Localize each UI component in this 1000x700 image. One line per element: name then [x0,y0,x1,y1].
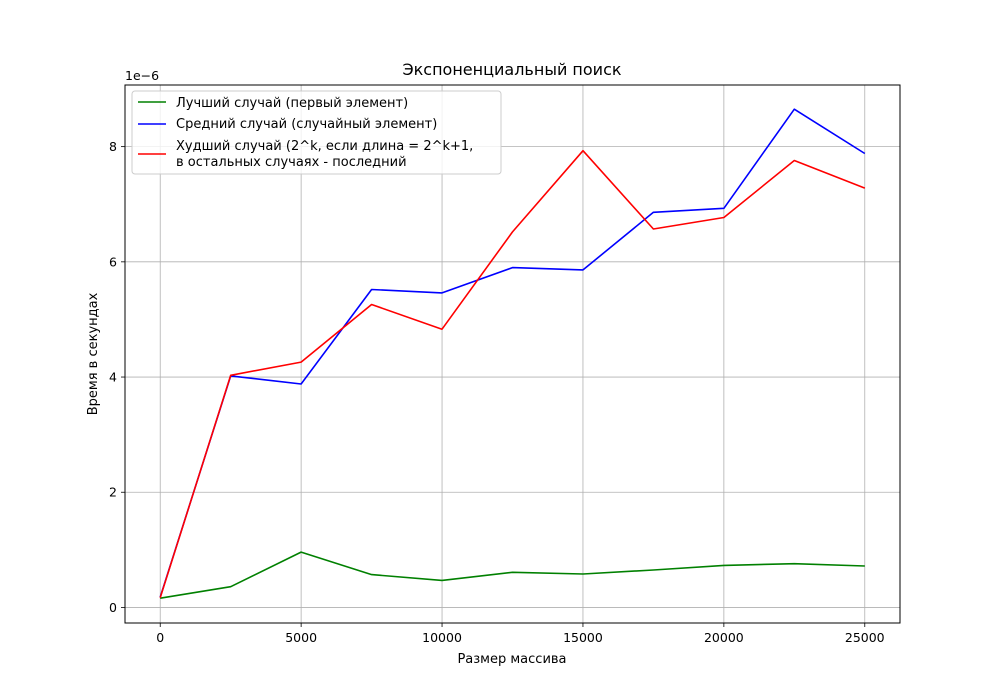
series-lines [159,108,866,599]
y-tick-label: 2 [109,485,117,500]
series-line-worst [159,149,866,598]
series-line-best [160,551,865,599]
x-tick-label: 15000 [563,630,603,645]
series-line-average [159,108,866,598]
legend-label-worst-line1: Худший случай (2^k, если длина = 2^k+1, [176,139,473,154]
legend-label-best: Лучший случай (первый элемент) [176,96,408,111]
x-tick-label: 0 [156,630,164,645]
y-axis-label: Время в секундах [86,292,101,415]
legend-label-worst-line2: в остальных случаях - последний [176,155,407,170]
chart-title: Экспоненциальный поиск [402,60,621,79]
x-tick-label: 10000 [422,630,462,645]
plot-frame [124,84,901,624]
legend: Лучший случай (первый элемент) Средний с… [131,90,502,175]
y-tick-label: 6 [109,254,117,269]
y-axis-ticks: 0 2 4 6 8 [109,139,125,615]
x-tick-label: 5000 [285,630,317,645]
x-tick-label: 20000 [704,630,744,645]
y-tick-label: 0 [109,600,117,615]
legend-box [131,90,502,175]
legend-label-average: Средний случай (случайный элемент) [176,117,437,132]
y-tick-label: 8 [109,139,117,154]
x-axis-ticks: 0 5000 10000 15000 20000 25000 [156,623,885,645]
x-axis-label: Размер массива [457,652,566,667]
y-offset-label: 1e−6 [125,68,159,83]
y-tick-label: 4 [109,370,117,385]
x-tick-label: 25000 [845,630,885,645]
